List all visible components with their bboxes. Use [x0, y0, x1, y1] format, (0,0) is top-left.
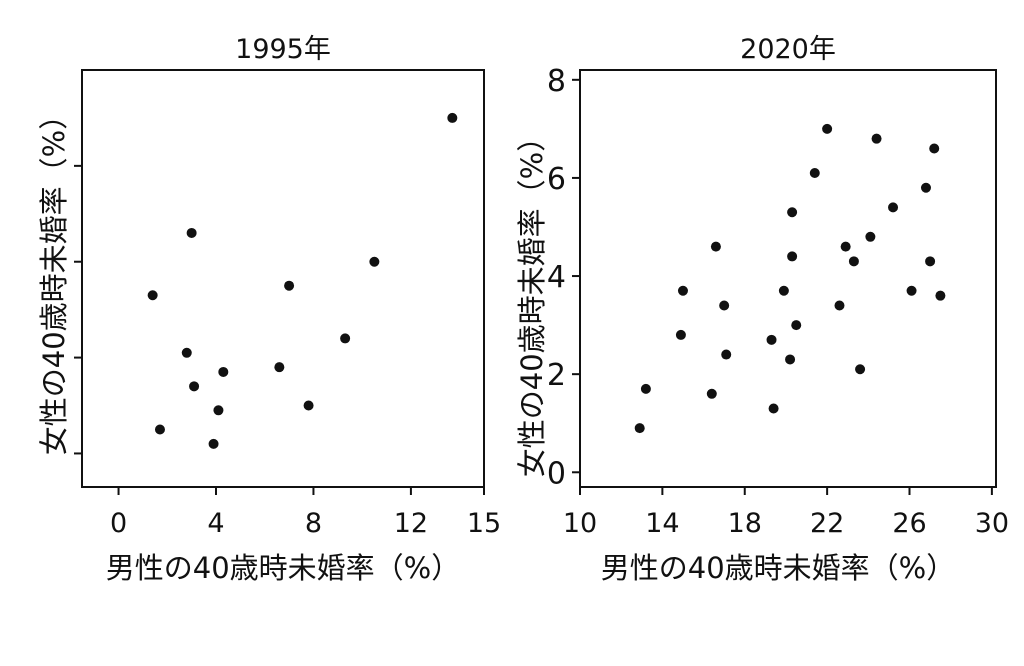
data-point	[303, 400, 314, 411]
data-point	[822, 123, 833, 134]
x-tick-label: 0	[110, 508, 127, 539]
data-point	[787, 251, 798, 262]
chart-2020: 2020年 10 14 18 22 26 30 0 2 4 6 8 男性の40歳時未婚率（%） 女…	[515, 34, 1009, 585]
data-point	[766, 334, 777, 345]
data-point	[675, 329, 686, 340]
x-tick-label: 4	[207, 508, 224, 539]
x-tick-label: 14	[645, 508, 679, 539]
data-point	[787, 207, 798, 218]
y-tick-label: 6	[547, 162, 566, 197]
y-tick-label: 4	[547, 260, 566, 295]
data-point	[274, 362, 285, 373]
data-point	[888, 202, 899, 213]
data-point	[768, 403, 779, 414]
chart-title: 2020年	[740, 34, 836, 65]
data-point	[208, 438, 219, 449]
y-tick-label: 2	[547, 358, 566, 393]
x-axis-ticks: 0 4 8 12 15	[110, 487, 501, 539]
x-tick-label: 30	[975, 508, 1009, 539]
x-axis-ticks: 10 14 18 22 26 30	[563, 487, 1009, 539]
x-tick-label: 8	[305, 508, 322, 539]
plot-frame	[81, 69, 485, 488]
x-tick-label: 18	[728, 508, 762, 539]
y-axis-ticks: 0 2 4 6 8	[547, 64, 580, 491]
data-point	[218, 366, 229, 377]
plot-frame	[579, 69, 997, 488]
data-point	[929, 143, 940, 154]
data-point	[147, 290, 158, 301]
y-axis-label: 女性の40歳時未婚率（%）	[37, 101, 71, 455]
x-tick-label: 26	[892, 508, 926, 539]
data-point	[154, 424, 165, 435]
data-point	[848, 256, 859, 267]
data-point	[710, 241, 721, 252]
y-tick-label: 0	[547, 456, 566, 491]
data-point	[834, 300, 845, 311]
x-tick-label: 22	[810, 508, 844, 539]
data-point	[634, 423, 645, 434]
data-point	[855, 364, 866, 375]
x-axis-label: 男性の40歳時未婚率（%）	[601, 551, 955, 585]
x-tick-label: 15	[467, 508, 501, 539]
data-point	[706, 388, 717, 399]
y-axis-ticks	[74, 164, 82, 455]
x-tick-label: 10	[563, 508, 597, 539]
data-point	[809, 168, 820, 179]
chart-1995: 1995年 0 4 8 12 15 男性の40歳時未婚率（%） 女性の40歳時未婚率（%…	[37, 34, 501, 585]
data-point	[284, 280, 295, 291]
data-point	[920, 182, 931, 193]
data-points	[634, 123, 946, 434]
data-point	[791, 320, 802, 331]
data-point	[677, 285, 688, 296]
data-point	[906, 285, 917, 296]
data-point	[447, 112, 458, 123]
data-point	[871, 133, 882, 144]
x-axis-label: 男性の40歳時未婚率（%）	[106, 551, 460, 585]
chart-title: 1995年	[235, 34, 331, 65]
y-tick-label: 8	[547, 64, 566, 99]
data-point	[840, 241, 851, 252]
data-point	[721, 349, 732, 360]
data-point	[719, 300, 730, 311]
data-point	[189, 381, 200, 392]
data-point	[935, 290, 946, 301]
data-point	[340, 333, 351, 344]
y-axis-label: 女性の40歳時未婚率（%）	[515, 123, 549, 477]
data-point	[369, 256, 380, 267]
x-tick-label: 12	[394, 508, 428, 539]
data-point	[186, 227, 197, 238]
data-point	[213, 405, 224, 416]
data-point	[785, 354, 796, 365]
data-point	[865, 231, 876, 242]
data-point	[925, 256, 936, 267]
data-points	[147, 112, 458, 449]
data-point	[778, 285, 789, 296]
data-point	[181, 347, 192, 358]
data-point	[640, 383, 651, 394]
